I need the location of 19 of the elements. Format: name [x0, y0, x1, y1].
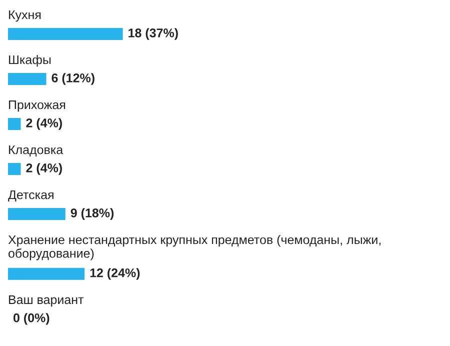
y-tick-label: Детская [8, 190, 54, 202]
bar [8, 73, 46, 85]
bar [8, 118, 21, 130]
data-label: 2 (4%) [26, 118, 62, 130]
y-tick-label: Хранение нестандартных крупных предметов (чемоданы, лыжи, оборудование) [8, 235, 381, 260]
data-label: 12 (24%) [90, 268, 140, 280]
data-label: 0 (0%) [13, 313, 50, 325]
y-tick-label: Кладовка [9, 145, 64, 157]
data-label: 18 (37%) [128, 28, 178, 40]
y-tick-label: Прихожая [9, 100, 66, 112]
bar [8, 163, 21, 175]
data-label: 2 (4%) [26, 163, 62, 175]
y-tick-label: Ваш вариант [9, 295, 84, 307]
bar [8, 28, 123, 40]
data-label: 9 (18%) [70, 208, 114, 220]
bar [8, 208, 66, 220]
data-label: 6 (12%) [52, 73, 94, 85]
y-tick-label: Кухня [9, 10, 41, 22]
y-tick-label: Шкафы [9, 55, 51, 67]
